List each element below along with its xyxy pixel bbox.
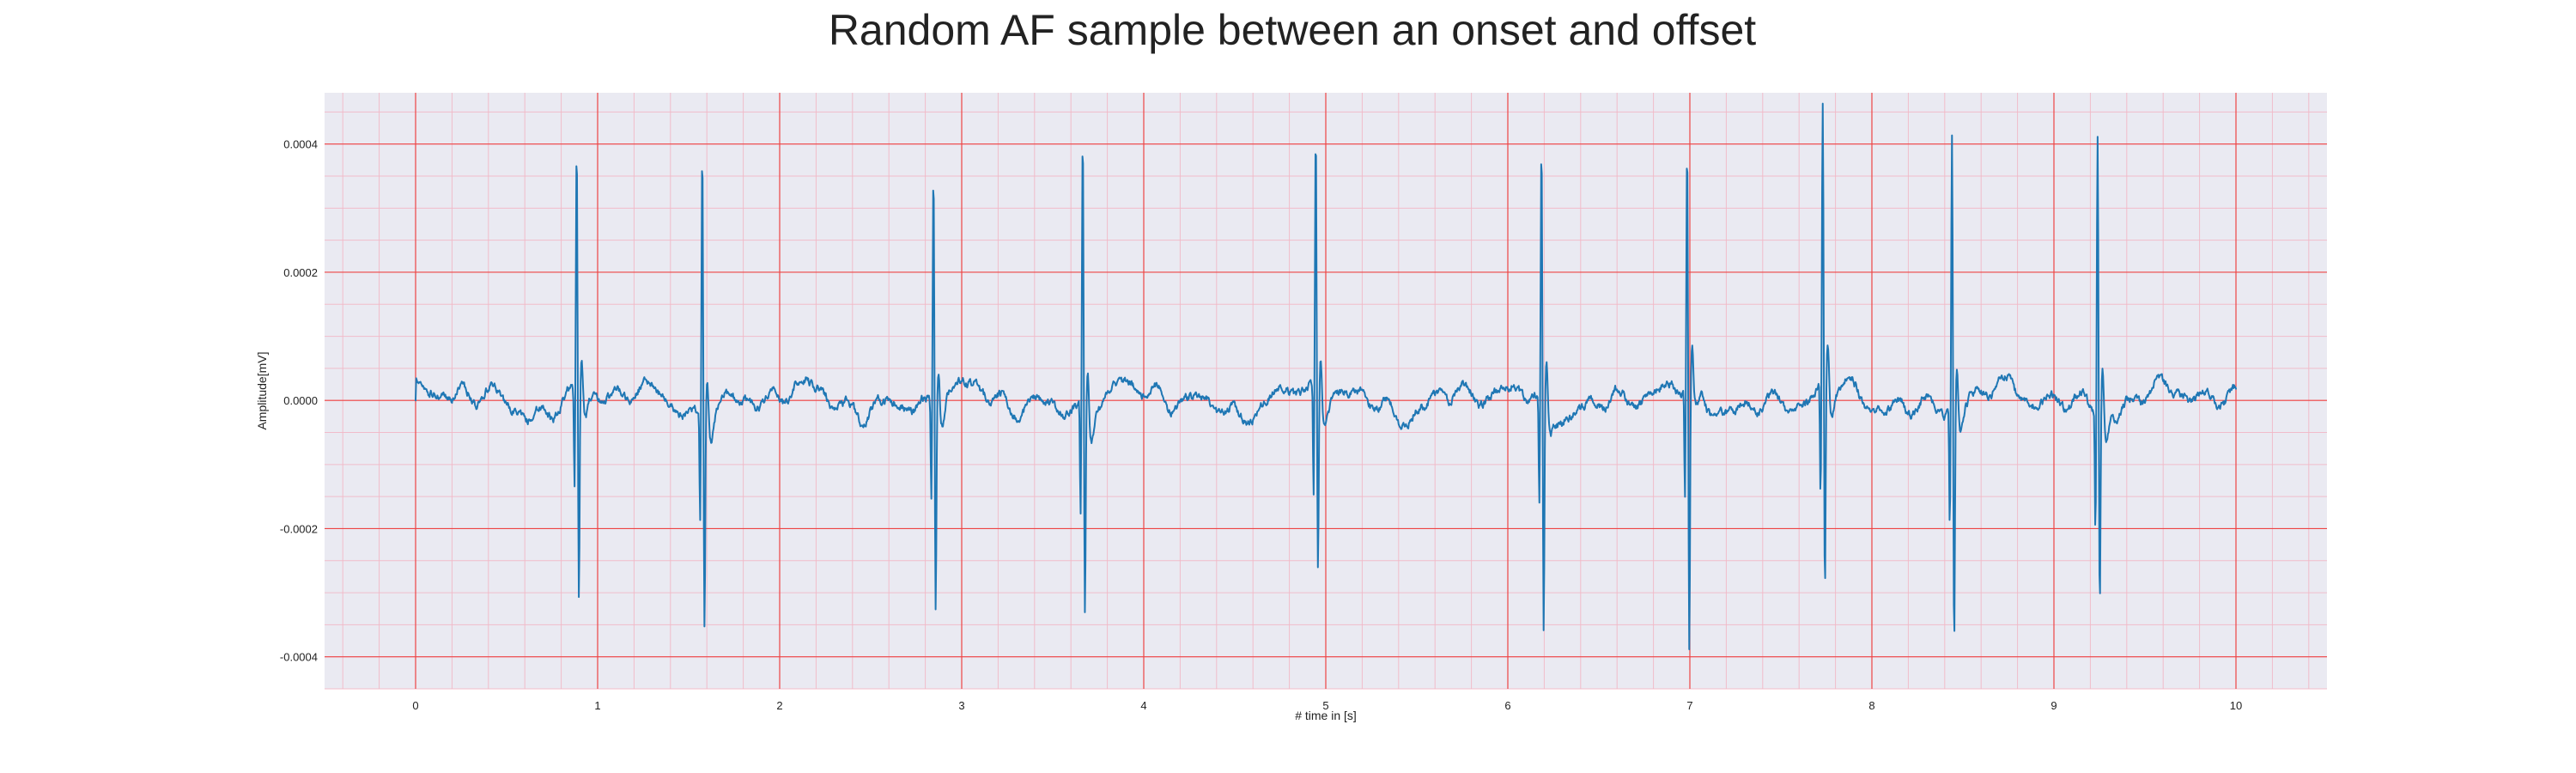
x-tick-label: 9	[2050, 699, 2057, 712]
x-tick-label: 7	[1686, 699, 1692, 712]
y-tick-label: 0.0004	[283, 138, 318, 151]
x-tick-label: 1	[594, 699, 600, 712]
x-tick-label: 4	[1140, 699, 1146, 712]
y-tick-label: -0.0004	[280, 651, 318, 664]
y-tick-label: 0.0000	[283, 394, 318, 407]
y-tick-labels: -0.0004 -0.0002 0.0000 0.0002 0.0004	[280, 138, 318, 664]
y-axis-label: Amplitude[mV]	[255, 351, 269, 429]
signal-layer	[415, 102, 2237, 651]
x-tick-label: 3	[958, 699, 964, 712]
ecg-signal-line	[415, 102, 2237, 651]
y-tick-label: 0.0002	[283, 266, 318, 279]
chart-title: Random AF sample between an onset and of…	[829, 6, 1756, 54]
x-tick-label: 8	[1868, 699, 1874, 712]
x-tick-label: 10	[2230, 699, 2242, 712]
x-tick-label: 0	[412, 699, 418, 712]
x-tick-labels: 0 1 2 3 4 5 6 7 8 9 10	[412, 699, 2242, 712]
x-tick-label: 2	[776, 699, 782, 712]
x-tick-label: 6	[1504, 699, 1510, 712]
x-axis-label: # time in [s]	[1295, 709, 1357, 722]
y-tick-label: -0.0002	[280, 522, 318, 535]
x-tick-label: 5	[1322, 699, 1328, 712]
